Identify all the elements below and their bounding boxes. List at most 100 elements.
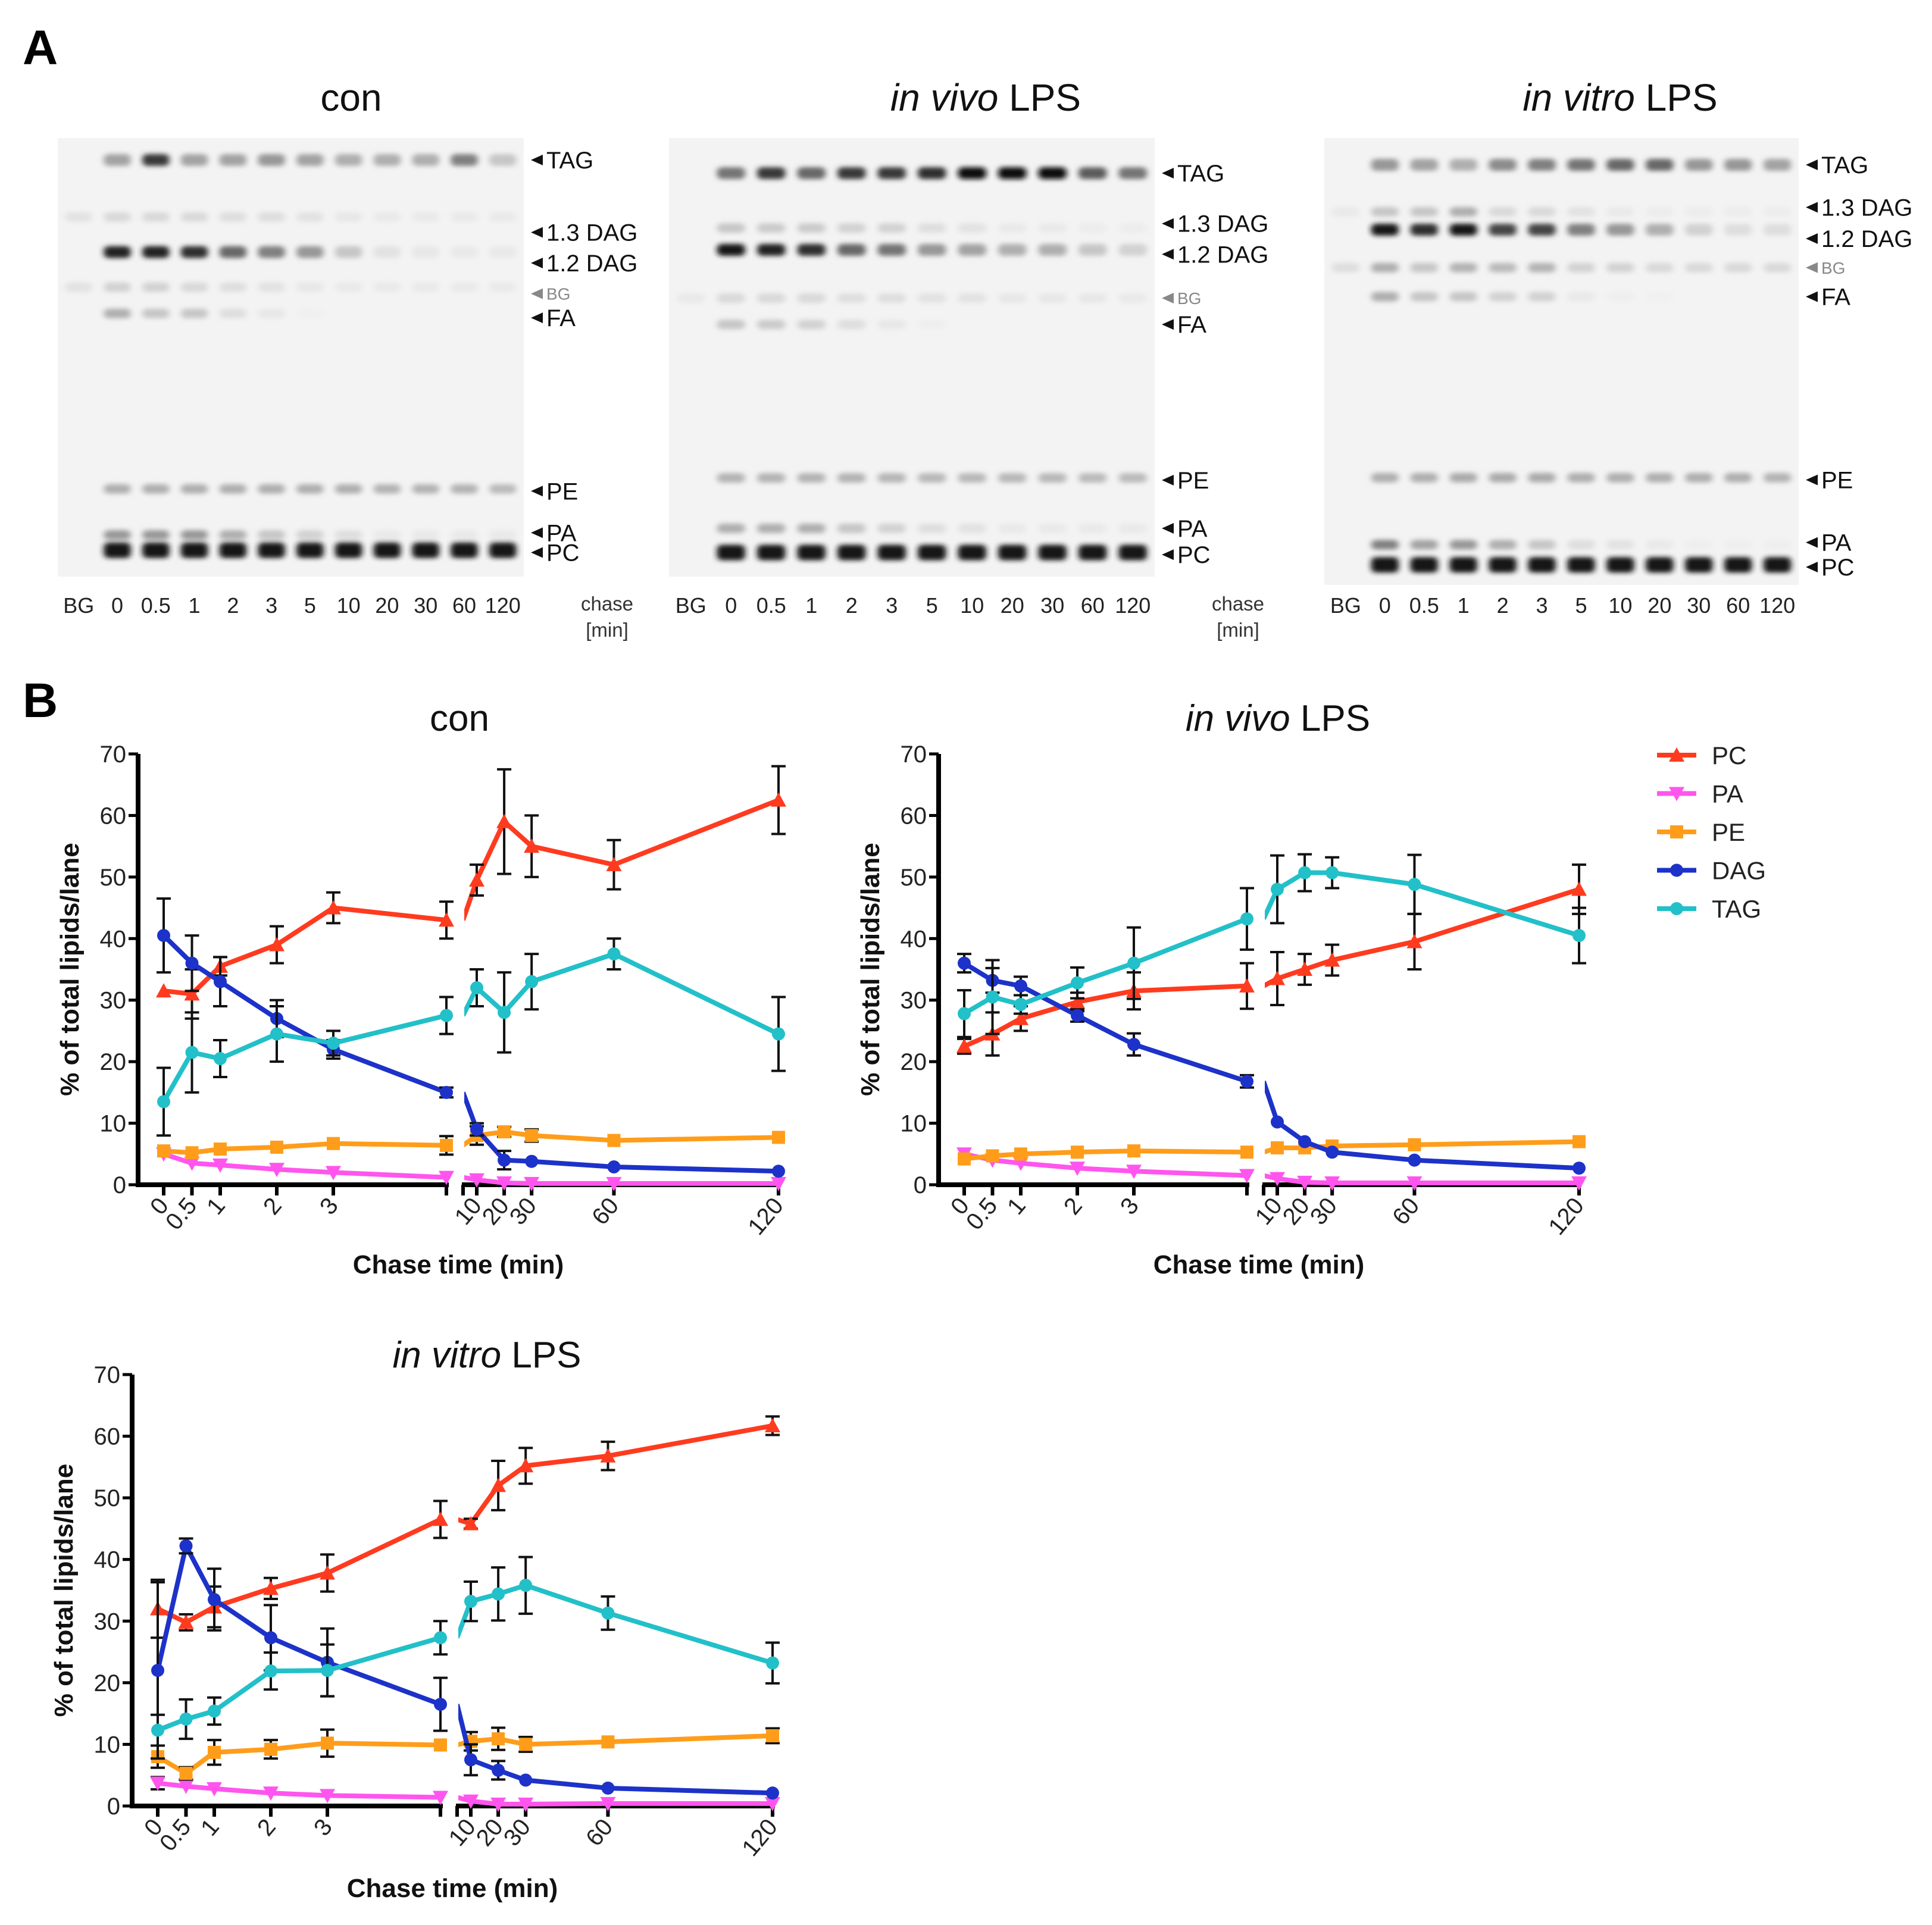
gel-band <box>180 154 208 166</box>
gel-image <box>1324 138 1799 585</box>
gel-band <box>65 212 92 222</box>
y-axis-label: % of total lipids/lane <box>49 1464 79 1717</box>
gel-band <box>489 530 517 540</box>
band-arrow-icon <box>1806 159 1818 171</box>
data-point <box>601 1735 615 1749</box>
gel-band <box>1449 472 1477 483</box>
series-pa <box>156 1147 786 1191</box>
gel-band <box>104 484 131 494</box>
legend-item-pe: PE <box>1657 818 1745 846</box>
data-point <box>212 1158 228 1173</box>
data-point <box>270 1027 283 1041</box>
gel-band <box>1449 206 1477 217</box>
gel-band <box>1410 206 1438 217</box>
data-point <box>214 1143 227 1156</box>
chase-label: chase <box>1212 593 1264 615</box>
band-label: 1.3 DAG <box>1177 211 1268 237</box>
gel-band <box>1646 540 1674 550</box>
gel-band <box>258 212 285 222</box>
gel-band <box>958 243 986 256</box>
gel-band <box>1567 159 1595 171</box>
series-pc <box>956 863 1587 1057</box>
data-point <box>772 1027 785 1041</box>
x-tick-label: 3 <box>315 1193 343 1220</box>
band-arrow-icon <box>531 258 543 269</box>
gel-band <box>258 484 285 494</box>
gel-band <box>334 530 362 540</box>
data-point <box>208 1593 221 1607</box>
series-dag <box>157 897 785 1178</box>
data-point <box>524 838 540 853</box>
data-point <box>264 1631 277 1645</box>
gel-band <box>1489 540 1517 550</box>
gel-band <box>412 484 439 494</box>
gel-band <box>877 544 906 561</box>
gel-band <box>1410 540 1438 550</box>
gel-band <box>1646 557 1674 573</box>
gel-band <box>334 212 362 222</box>
data-point <box>326 1166 341 1181</box>
data-point <box>1406 934 1423 949</box>
gel-band <box>1078 544 1107 561</box>
lane-label: 30 <box>414 593 437 618</box>
gel-band <box>918 293 946 303</box>
lane-label: 0 <box>725 593 737 618</box>
gel-band <box>1606 159 1634 171</box>
gel-band <box>1489 159 1517 171</box>
gel-band <box>677 293 705 303</box>
data-point <box>606 1176 622 1191</box>
gel-band <box>296 530 324 540</box>
band-label: TAG <box>546 148 593 174</box>
data-point <box>1573 929 1586 943</box>
gel-band <box>489 282 517 292</box>
data-point <box>439 1170 454 1185</box>
legend-item-tag: TAG <box>1657 895 1761 923</box>
gel-band <box>1685 557 1713 573</box>
gel-band <box>1724 472 1752 483</box>
gel-band <box>837 320 866 330</box>
data-point <box>321 1664 334 1677</box>
data-point <box>1013 1010 1028 1025</box>
gel-band <box>1528 223 1556 236</box>
gel-band <box>1646 292 1674 302</box>
chart-title: con <box>430 698 489 739</box>
gel-band <box>837 523 866 533</box>
data-point <box>469 872 484 887</box>
gel-band <box>1078 167 1107 179</box>
data-point <box>1239 1169 1255 1184</box>
data-point <box>269 1163 285 1178</box>
lane-label: 2 <box>1497 593 1509 618</box>
data-point <box>490 1797 507 1812</box>
title-italic: in vitro <box>392 1335 501 1376</box>
gel-band <box>142 542 170 558</box>
band-arrow-icon <box>531 547 543 558</box>
data-point <box>185 1046 199 1059</box>
data-point <box>327 1037 340 1050</box>
gel-band <box>142 530 170 540</box>
gel-band <box>451 542 478 558</box>
data-point <box>498 1153 511 1167</box>
data-point <box>1670 825 1683 838</box>
y-tick-label: 40 <box>901 926 927 952</box>
data-point <box>1071 1145 1084 1159</box>
gel-band <box>1606 472 1634 483</box>
gel-band <box>717 167 745 179</box>
lane-label: 5 <box>1575 593 1587 618</box>
gel-band <box>1528 159 1556 171</box>
data-point <box>179 1767 193 1780</box>
gel-band <box>104 308 131 318</box>
data-point <box>772 1165 785 1178</box>
lane-label: 60 <box>452 593 476 618</box>
x-tick-label: 0.5 <box>961 1193 1002 1235</box>
gel-band <box>1685 472 1713 483</box>
gel-band <box>412 246 439 258</box>
series-pe <box>157 1125 785 1160</box>
gel-band <box>1606 223 1634 236</box>
y-tick-label: 0 <box>107 1793 120 1820</box>
lane-label: 30 <box>1687 593 1711 618</box>
band-label: 1.2 DAG <box>1821 226 1912 252</box>
data-point <box>607 1160 621 1174</box>
gel-band <box>958 473 986 483</box>
series-dag <box>151 1537 779 1800</box>
